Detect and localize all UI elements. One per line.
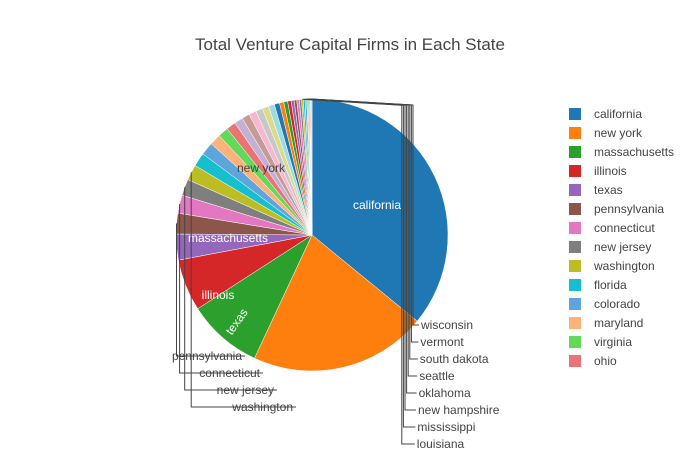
outside-label-new-hampshire: new hampshire [418, 403, 500, 417]
legend-swatch [569, 108, 581, 120]
legend-label: pennsylvania [594, 202, 664, 216]
legend-item-ohio[interactable]: ohio [569, 354, 617, 368]
legend-swatch [569, 355, 581, 367]
legend-swatch [569, 222, 581, 234]
outside-label-mississippi: mississippi [417, 420, 475, 434]
legend-swatch [569, 203, 581, 215]
legend-swatch [569, 241, 581, 253]
leader-line-pennsylvania [176, 223, 245, 357]
pie-slices [175, 98, 449, 372]
legend-label: connecticut [594, 221, 655, 235]
outside-label-seattle: seattle [419, 369, 455, 383]
legend-label: ohio [594, 354, 617, 368]
legend-swatch [569, 127, 581, 139]
inside-label-massachusetts: massachusetts [188, 231, 268, 245]
legend-swatch [569, 317, 581, 329]
leader-line-louisiana [302, 98, 415, 445]
outside-label-louisiana: louisiana [417, 437, 465, 450]
outside-label-new-jersey: new jersey [217, 383, 274, 397]
chart-title: Total Venture Capital Firms in Each Stat… [195, 35, 505, 54]
outside-labels: pennsylvania connecticut new jersey washing… [172, 98, 500, 450]
legend-item-massachusetts[interactable]: massachusetts [569, 145, 674, 159]
legend-item-virginia[interactable]: virginia [569, 335, 632, 349]
legend-item-pennsylvania[interactable]: pennsylvania [569, 202, 664, 216]
inside-label-illinois: illinois [202, 288, 235, 302]
legend-label: california [594, 107, 642, 121]
leader-line-new-jersey [184, 187, 277, 391]
legend-item-texas[interactable]: texas [569, 183, 623, 197]
legend-item-washington[interactable]: washington [569, 259, 655, 273]
legend-label: new york [594, 126, 643, 140]
legend-swatch [569, 260, 581, 272]
leader-line-washington [190, 172, 296, 408]
outside-label-oklahoma: oklahoma [419, 386, 471, 400]
outside-label-pennsylvania: pennsylvania [172, 349, 242, 363]
inside-label-new-york: new york [237, 161, 286, 175]
outside-label-vermont: vermont [420, 335, 464, 349]
legend-swatch [569, 336, 581, 348]
legend-item-new-york[interactable]: new york [569, 126, 643, 140]
legend-item-california[interactable]: california [569, 107, 642, 121]
legend-item-connecticut[interactable]: connecticut [569, 221, 655, 235]
legend-swatch [569, 279, 581, 291]
legend: california new york massachusetts illinois t… [569, 107, 674, 368]
legend-swatch [569, 146, 581, 158]
legend-swatch [569, 165, 581, 177]
legend-label: virginia [594, 335, 632, 349]
legend-label: new jersey [594, 240, 651, 254]
legend-item-florida[interactable]: florida [569, 278, 627, 292]
legend-label: maryland [594, 316, 643, 330]
legend-label: illinois [594, 164, 627, 178]
legend-swatch [569, 298, 581, 310]
legend-label: massachusetts [594, 145, 674, 159]
legend-item-colorado[interactable]: colorado [569, 297, 640, 311]
leader-line-connecticut [179, 204, 263, 374]
outside-label-connecticut: connecticut [199, 366, 260, 380]
pie-slice-california[interactable] [311, 98, 449, 322]
legend-label: florida [594, 278, 627, 292]
legend-item-maryland[interactable]: maryland [569, 316, 643, 330]
outside-label-wisconsin: wisconsin [420, 318, 473, 332]
outside-label-south-dakota: south dakota [420, 352, 489, 366]
inside-label-california: california [353, 198, 401, 212]
legend-item-new-jersey[interactable]: new jersey [569, 240, 651, 254]
legend-label: colorado [594, 297, 640, 311]
legend-swatch [569, 184, 581, 196]
legend-label: washington [593, 259, 655, 273]
legend-label: texas [594, 183, 623, 197]
legend-item-illinois[interactable]: illinois [569, 164, 627, 178]
outside-label-washington: washington [231, 400, 293, 414]
